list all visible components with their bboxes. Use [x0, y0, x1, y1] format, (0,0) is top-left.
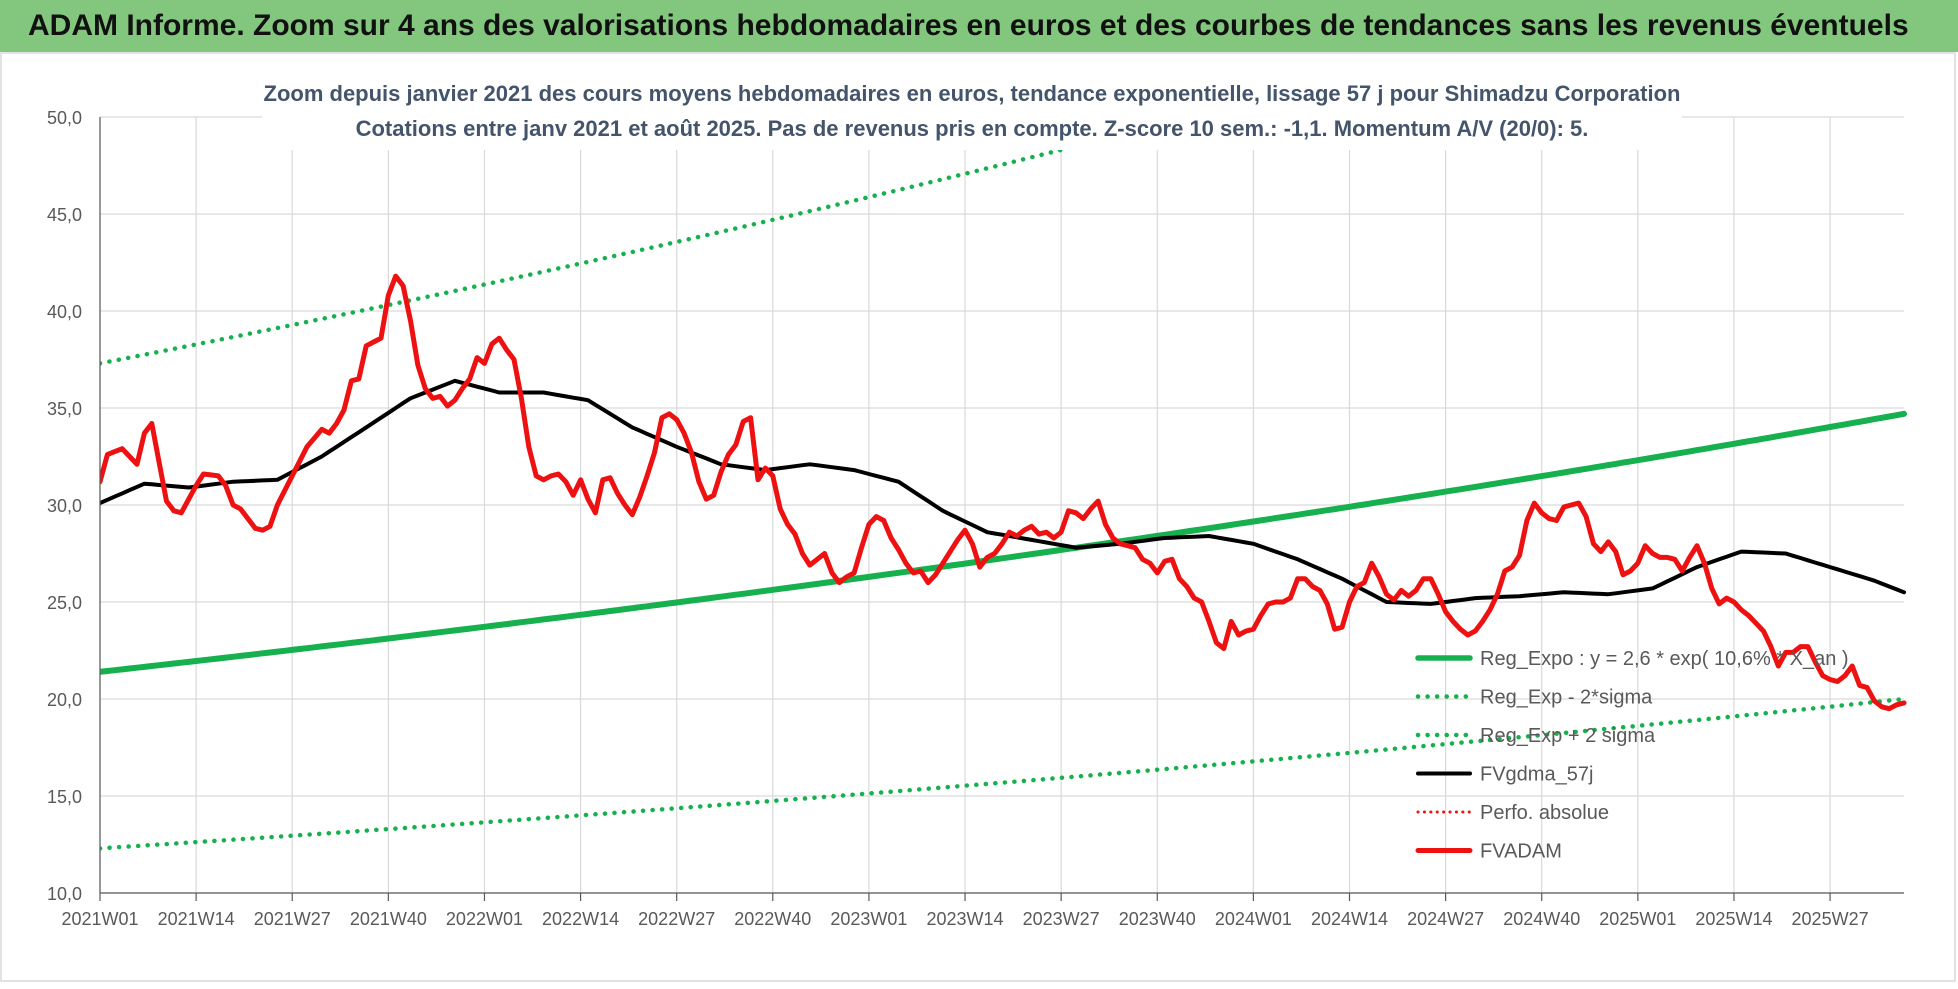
series-line-5: [100, 273, 1907, 712]
legend-label: Reg_Exp - 2*sigma: [1480, 687, 1653, 709]
chart-title: Zoom depuis janvier 2021 des cours moyen…: [264, 81, 1681, 106]
y-tick-label: 50,0: [47, 108, 82, 128]
x-tick-label: 2021W40: [350, 909, 427, 929]
report-banner: ADAM Informe. Zoom sur 4 ans des valoris…: [0, 0, 1958, 52]
x-tick-label: 2023W27: [1023, 909, 1100, 929]
y-tick-label: 10,0: [47, 884, 82, 904]
y-tick-label: 40,0: [47, 302, 82, 322]
x-tick-label: 2024W27: [1407, 909, 1484, 929]
series-line-3: [100, 378, 1906, 606]
series-line-1: [100, 696, 1907, 851]
series-line-0: [100, 410, 1907, 675]
series-line-2: [100, 114, 1210, 366]
price-trend-chart: 10,0 15,0 20,0 25,0 30,0 35,0 40,0 45,0 50,0 2021…: [0, 52, 1956, 982]
x-tick-label: 2022W40: [734, 909, 811, 929]
chart-titles: Zoom depuis janvier 2021 des cours moyen…: [262, 68, 1682, 150]
y-tick-label: 30,0: [47, 496, 82, 516]
chart-series: [100, 114, 1907, 851]
x-tick-label: 2022W01: [446, 909, 523, 929]
legend-label: FVgdma_57j: [1480, 764, 1593, 786]
y-tick-label: 35,0: [47, 399, 82, 419]
chart-subtitle: Cotations entre janv 2021 et août 2025. …: [356, 116, 1589, 141]
x-tick-label: 2025W01: [1599, 909, 1676, 929]
x-tick-label: 2025W14: [1695, 909, 1772, 929]
x-tick-label: 2024W40: [1503, 909, 1580, 929]
report-banner-title: ADAM Informe. Zoom sur 4 ans des valoris…: [28, 9, 1909, 42]
y-tick-label: 45,0: [47, 205, 82, 225]
x-tick-label: 2022W27: [638, 909, 715, 929]
x-tick-label: 2021W01: [61, 909, 138, 929]
legend-label: Reg_Expo : y = 2,6 * exp( 10,6% * X_an ): [1480, 648, 1849, 670]
y-tick-label: 25,0: [47, 593, 82, 613]
chart-axes: 10,0 15,0 20,0 25,0 30,0 35,0 40,0 45,0 50,0 2021…: [47, 108, 1904, 929]
x-tick-label: 2024W01: [1215, 909, 1292, 929]
x-tick-label: 2021W27: [254, 909, 331, 929]
chart-legend: Reg_Expo : y = 2,6 * exp( 10,6% * X_an )…: [1415, 648, 1849, 863]
x-tick-label: 2021W14: [158, 909, 235, 929]
x-tick-label: 2022W14: [542, 909, 619, 929]
y-tick-label: 15,0: [47, 787, 82, 807]
title-backdrop: [262, 68, 1682, 150]
x-tick-label: 2024W14: [1311, 909, 1388, 929]
legend-label: FVADAM: [1480, 841, 1562, 863]
y-tick-label: 20,0: [47, 690, 82, 710]
x-tick-label: 2023W14: [927, 909, 1004, 929]
chart-border: [0, 52, 1956, 982]
legend-label: Reg_Exp + 2 sigma: [1480, 725, 1656, 747]
legend-label: Perfo. absolue: [1480, 802, 1609, 824]
x-tick-label: 2025W27: [1792, 909, 1869, 929]
x-tick-label: 2023W40: [1119, 909, 1196, 929]
chart-frame: 10,0 15,0 20,0 25,0 30,0 35,0 40,0 45,0 50,0 2021…: [0, 52, 1958, 984]
chart-grid: [99, 116, 1904, 894]
x-tick-label: 2023W01: [830, 909, 907, 929]
